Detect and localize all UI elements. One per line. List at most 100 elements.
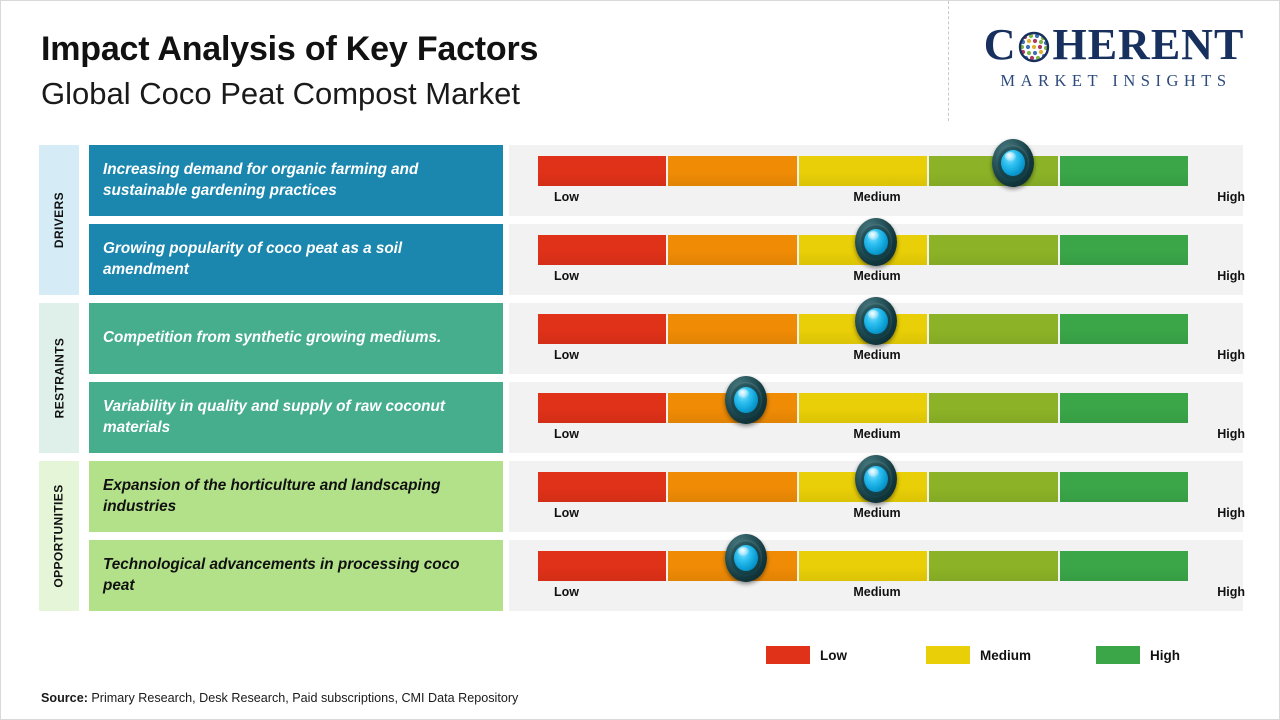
factor-text: Expansion of the horticulture and landsc… bbox=[103, 477, 441, 515]
gauge-segment-high bbox=[1059, 551, 1189, 581]
scale-label-medium: Medium bbox=[853, 348, 901, 362]
logo-wordmark: C bbox=[964, 23, 1264, 67]
gauge-segment-low bbox=[538, 314, 667, 344]
gauge-scale: Low Medium High bbox=[538, 506, 1245, 524]
scale-label-low: Low bbox=[554, 269, 579, 283]
gauge-segment-low-medium bbox=[668, 472, 797, 502]
brand-logo: C bbox=[964, 23, 1264, 91]
factor-box[interactable]: Increasing demand for organic farming an… bbox=[89, 145, 503, 216]
gauge-segment-medium bbox=[798, 235, 928, 265]
gauge-scale: Low Medium High bbox=[538, 585, 1245, 603]
scale-label-high: High bbox=[1217, 585, 1245, 599]
gauge-segment-medium-high bbox=[929, 472, 1058, 502]
impact-gauge: Low Medium High bbox=[509, 376, 1245, 453]
globe-icon bbox=[1017, 28, 1051, 63]
gauge-segment-high bbox=[1059, 156, 1189, 186]
impact-gauge: Low Medium High bbox=[509, 297, 1245, 374]
scale-label-low: Low bbox=[554, 190, 579, 204]
category-label-opportunities: OPPORTUNITIES bbox=[39, 461, 79, 611]
gauge-segment-high bbox=[1059, 235, 1189, 265]
category-label-drivers: DRIVERS bbox=[39, 145, 79, 295]
category-label-text: RESTRAINTS bbox=[52, 337, 67, 419]
gauge-segment-low-medium bbox=[668, 551, 797, 581]
legend-swatch-medium bbox=[926, 646, 970, 664]
gauge-bar bbox=[538, 472, 1189, 502]
factor-text: Increasing demand for organic farming an… bbox=[103, 161, 419, 199]
gauge-segment-medium bbox=[798, 314, 928, 344]
gauge-bar bbox=[538, 156, 1189, 186]
logo-letter-c: C bbox=[983, 20, 1017, 69]
factor-text: Variability in quality and supply of raw… bbox=[103, 398, 445, 436]
source-label: Source: bbox=[41, 691, 88, 705]
factor-box[interactable]: Competition from synthetic growing mediu… bbox=[89, 303, 503, 374]
scale-label-low: Low bbox=[554, 585, 579, 599]
scale-label-medium: Medium bbox=[853, 269, 901, 283]
factor-box[interactable]: Expansion of the horticulture and landsc… bbox=[89, 461, 503, 532]
gauge-segment-low bbox=[538, 551, 667, 581]
gauge-segment-low bbox=[538, 235, 667, 265]
gauge-segment-medium bbox=[798, 551, 928, 581]
scale-label-high: High bbox=[1217, 427, 1245, 441]
scale-label-high: High bbox=[1217, 269, 1245, 283]
gauge-segment-high bbox=[1059, 472, 1189, 502]
category-label-restraints: RESTRAINTS bbox=[39, 303, 79, 453]
gauge-segment-medium bbox=[798, 393, 928, 423]
source-footnote: Source: Primary Research, Desk Research,… bbox=[41, 691, 518, 705]
scale-label-high: High bbox=[1217, 348, 1245, 362]
scale-label-medium: Medium bbox=[853, 506, 901, 520]
gauge-scale: Low Medium High bbox=[538, 190, 1245, 208]
logo-tagline: MARKET INSIGHTS bbox=[1000, 71, 1232, 90]
gauge-bar bbox=[538, 551, 1189, 581]
gauge-segment-medium-high bbox=[929, 551, 1058, 581]
legend-label: High bbox=[1150, 647, 1180, 663]
legend-swatch-low bbox=[766, 646, 810, 664]
gauge-segment-low-medium bbox=[668, 393, 797, 423]
factor-text: Competition from synthetic growing mediu… bbox=[103, 329, 442, 347]
gauge-segment-low-medium bbox=[668, 235, 797, 265]
gauge-segment-medium-high bbox=[929, 235, 1058, 265]
scale-label-medium: Medium bbox=[853, 190, 901, 204]
scale-label-low: Low bbox=[554, 348, 579, 362]
impact-gauge: Low Medium High bbox=[509, 534, 1245, 611]
gauge-segment-high bbox=[1059, 393, 1189, 423]
scale-label-low: Low bbox=[554, 506, 579, 520]
gauge-segment-medium-high bbox=[929, 314, 1058, 344]
source-text: Primary Research, Desk Research, Paid su… bbox=[87, 691, 519, 705]
title-subtitle: Global Coco Peat Compost Market bbox=[41, 76, 520, 112]
scale-label-high: High bbox=[1217, 506, 1245, 520]
impact-gauge: Low Medium High bbox=[509, 218, 1245, 295]
factor-box[interactable]: Technological advancements in processing… bbox=[89, 540, 503, 611]
gauge-segment-low-medium bbox=[668, 314, 797, 344]
gauge-segment-medium bbox=[798, 156, 928, 186]
legend-label: Low bbox=[820, 647, 847, 663]
gauge-segment-low bbox=[538, 393, 667, 423]
gauge-segment-high bbox=[1059, 314, 1189, 344]
factor-box[interactable]: Growing popularity of coco peat as a soi… bbox=[89, 224, 503, 295]
legend-swatch-high bbox=[1096, 646, 1140, 664]
gauge-bar bbox=[538, 393, 1189, 423]
factor-text: Technological advancements in processing… bbox=[103, 556, 460, 594]
legend-item: Medium bbox=[926, 646, 1031, 664]
gauge-segment-medium bbox=[798, 472, 928, 502]
gauge-scale: Low Medium High bbox=[538, 427, 1245, 445]
legend-item: High bbox=[1096, 646, 1180, 664]
gauge-scale: Low Medium High bbox=[538, 348, 1245, 366]
impact-legend: Low Medium High bbox=[766, 646, 1186, 670]
impact-gauge: Low Medium High bbox=[509, 455, 1245, 532]
factor-text: Growing popularity of coco peat as a soi… bbox=[103, 240, 403, 278]
factor-box[interactable]: Variability in quality and supply of raw… bbox=[89, 382, 503, 453]
gauge-segment-medium-high bbox=[929, 156, 1058, 186]
impact-gauge: Low Medium High bbox=[509, 139, 1245, 216]
gauge-segment-low-medium bbox=[668, 156, 797, 186]
legend-label: Medium bbox=[980, 647, 1032, 663]
category-label-text: OPPORTUNITIES bbox=[52, 484, 66, 588]
scale-label-medium: Medium bbox=[853, 585, 901, 599]
gauge-segment-low bbox=[538, 472, 667, 502]
legend-item: Low bbox=[766, 646, 847, 664]
category-label-text: DRIVERS bbox=[52, 191, 66, 249]
page-title: Impact Analysis of Key Factors Global Co… bbox=[41, 30, 538, 112]
gauge-bar bbox=[538, 235, 1189, 265]
scale-label-medium: Medium bbox=[853, 427, 901, 441]
gauge-segment-low bbox=[538, 156, 667, 186]
